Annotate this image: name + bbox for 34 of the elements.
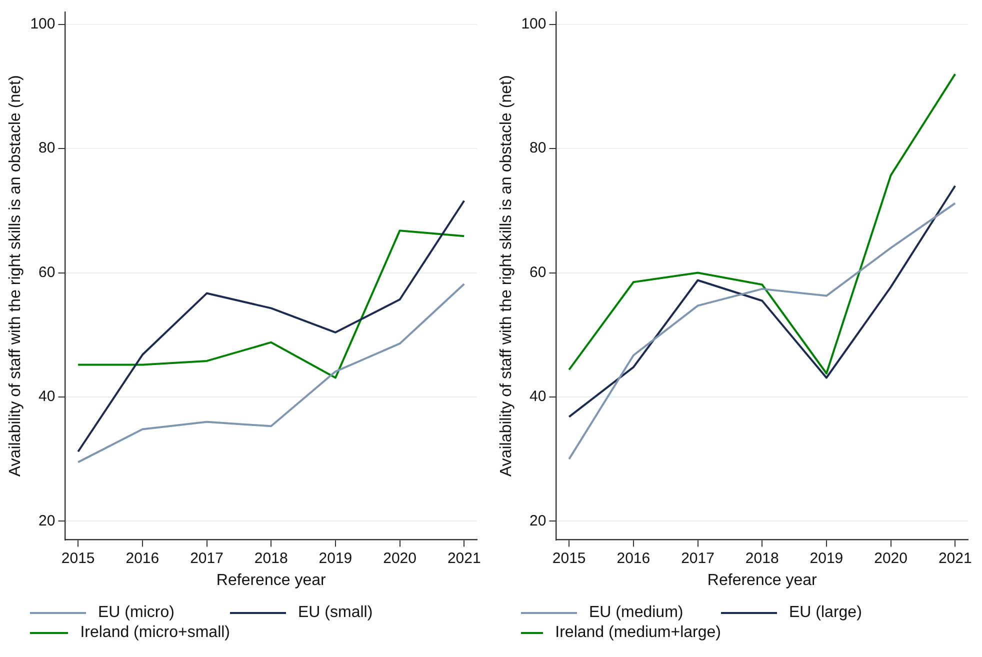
x-tick-label: 2015 — [61, 550, 95, 567]
x-axis-title: Reference year — [216, 572, 326, 589]
y-tick-label: 60 — [530, 264, 546, 281]
x-tick-label: 2021 — [938, 550, 972, 567]
x-tick-label: 2020 — [383, 550, 416, 567]
x-tick-label: 2018 — [745, 550, 779, 567]
legend-label: Ireland (medium+large) — [555, 624, 721, 642]
y-tick-label: 20 — [38, 512, 56, 530]
y-tick-label: 100 — [521, 16, 546, 33]
y-tick-label: 60 — [38, 264, 56, 281]
legend-label: EU (medium) — [589, 604, 684, 622]
x-tick-label: 2019 — [318, 550, 352, 567]
legend-label: EU (micro) — [98, 604, 174, 622]
y-tick-label: 20 — [530, 512, 546, 530]
y-tick-label: 40 — [38, 388, 56, 406]
legend-label: EU (small) — [298, 604, 373, 622]
y-tick-label: 80 — [38, 140, 56, 157]
y-axis-title: Availability of staff with the right skills is an obstacle (net) — [7, 75, 24, 477]
x-tick-label: 2015 — [552, 550, 586, 567]
x-tick-label: 2019 — [810, 550, 844, 567]
legend-label: Ireland (micro+small) — [80, 624, 230, 642]
x-tick-label: 2020 — [874, 550, 908, 567]
y-tick-label: 40 — [530, 388, 546, 406]
x-tick-label: 2021 — [447, 550, 481, 567]
x-tick-label: 2016 — [616, 550, 650, 567]
y-tick-label: 100 — [30, 16, 56, 33]
y-axis-title: Availability of staff with the right skills is an obstacle (net) — [498, 75, 516, 477]
x-tick-label: 2017 — [681, 550, 714, 567]
x-axis-title: Reference year — [707, 572, 818, 589]
legend-label: EU (large) — [789, 604, 862, 622]
y-tick-label: 80 — [530, 140, 546, 157]
x-tick-label: 2016 — [126, 550, 160, 567]
x-tick-label: 2018 — [254, 550, 288, 567]
x-tick-label: 2017 — [190, 550, 224, 567]
